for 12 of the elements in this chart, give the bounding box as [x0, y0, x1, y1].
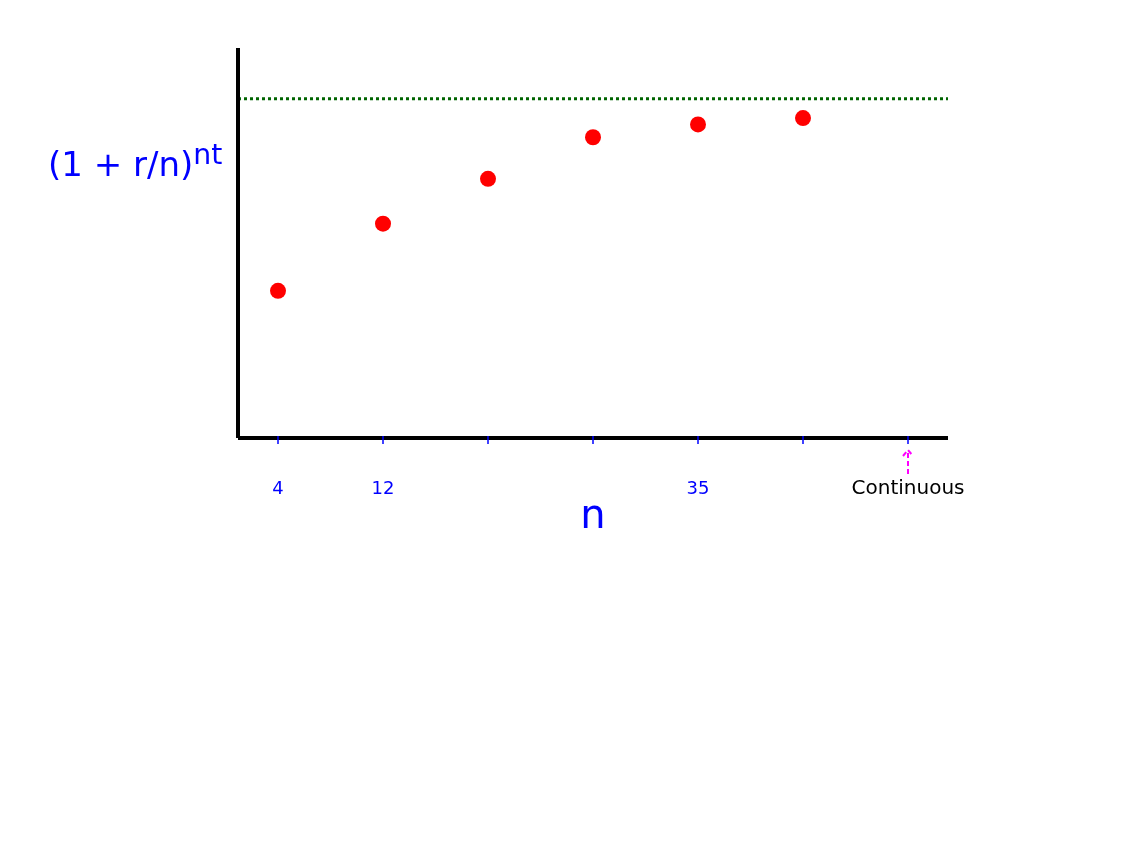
- x-tick-label: 12: [371, 477, 395, 498]
- point: [585, 129, 601, 146]
- point: [690, 116, 706, 133]
- x-axis-title: n: [580, 491, 606, 537]
- y-axis-title: (1 + r/n)$^{nt}$: [48, 138, 223, 185]
- point: [480, 170, 496, 187]
- point: [270, 282, 286, 299]
- point: [795, 110, 811, 127]
- x-tick-label: 35: [686, 477, 710, 498]
- x-tick-label: 4: [272, 477, 284, 498]
- x-tick-label: Continuous: [851, 475, 965, 499]
- point: [375, 215, 391, 232]
